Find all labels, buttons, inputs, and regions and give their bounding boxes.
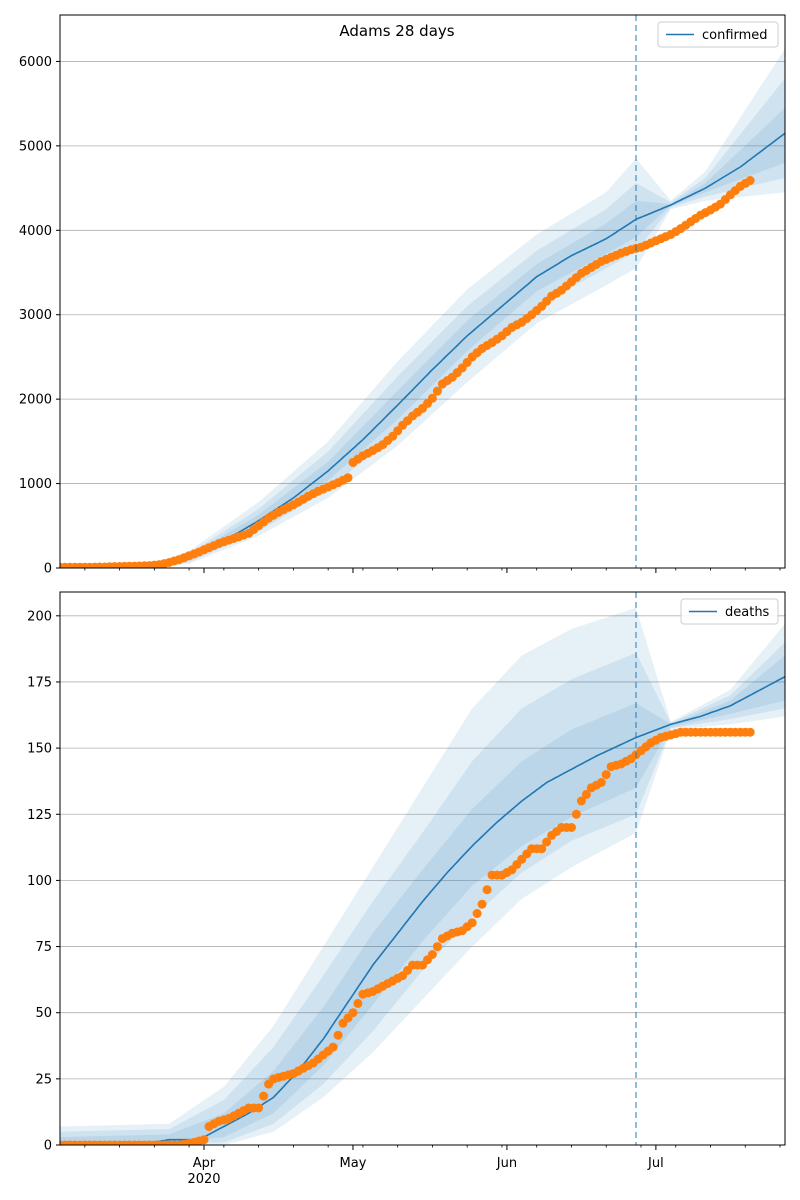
deaths-model-line — [60, 675, 785, 1145]
confirmed-observed-point — [745, 176, 755, 185]
deaths-band-middle — [60, 642, 785, 1145]
deaths-observed-point — [537, 844, 547, 854]
confirmed-y-tick-label: 1000 — [19, 477, 52, 492]
x-tick-label: May — [340, 1156, 367, 1171]
confirmed-y-tick-label: 5000 — [19, 139, 52, 154]
x-tick-label: Apr — [193, 1156, 216, 1171]
x-tick-label: Jun — [496, 1156, 517, 1171]
deaths-observed-point — [477, 899, 487, 909]
x-tick-sublabel: 2020 — [187, 1172, 220, 1187]
x-tick-label: Jul — [647, 1156, 664, 1171]
chart-title: Adams 28 days — [339, 22, 454, 40]
deaths-y-tick-label: 100 — [27, 874, 52, 889]
deaths-observed-point — [467, 918, 477, 928]
confirmed-y-tick-label: 0 — [44, 562, 52, 577]
deaths-observed-point — [427, 950, 437, 959]
confirmed-observed-point — [427, 393, 437, 403]
confirmed-observed-point — [432, 386, 442, 396]
confirmed-y-tick-label: 6000 — [19, 55, 52, 70]
deaths-y-tick-label: 125 — [27, 808, 52, 823]
deaths-observed-point — [745, 727, 755, 737]
deaths-observed-point — [571, 809, 581, 819]
confirmed-axes-frame — [59, 14, 786, 569]
confirmed-y-tick-label: 3000 — [19, 308, 52, 323]
confirmed-y-tick-label: 4000 — [19, 224, 52, 239]
deaths-legend — [680, 598, 779, 625]
deaths-observed-point — [596, 778, 606, 787]
confirmed-legend-label: confirmed — [702, 28, 768, 43]
deaths-y-tick-label: 150 — [27, 742, 52, 757]
confirmed-band-outer — [60, 48, 785, 568]
deaths-legend-label: deaths — [725, 605, 770, 620]
deaths-observed-point — [254, 1103, 264, 1113]
deaths-observed-point — [601, 770, 611, 780]
deaths-observed-point — [581, 789, 591, 799]
confirmed-panel: 0 1000 2000 3000 4000 5000 6000 confirmed — [19, 14, 786, 577]
deaths-y-tick-label: 25 — [35, 1072, 52, 1087]
deaths-y-tick-label: 200 — [27, 609, 52, 624]
deaths-observed-point — [567, 823, 576, 832]
confirmed-legend — [657, 21, 779, 48]
deaths-band-outer — [60, 607, 785, 1145]
deaths-axes-frame — [59, 591, 786, 1146]
deaths-observed-point — [199, 1135, 209, 1145]
confirmed-y-tick-label: 2000 — [19, 393, 52, 408]
deaths-observed-point — [348, 1008, 358, 1018]
deaths-observed-point — [328, 1042, 338, 1052]
deaths-observed-point — [353, 998, 363, 1008]
deaths-observed-point — [432, 942, 442, 952]
deaths-observed-point — [542, 837, 552, 847]
deaths-observed-point — [259, 1091, 269, 1101]
confirmed-observed-point — [343, 473, 353, 483]
confirmed-band-middle — [60, 78, 785, 568]
deaths-y-tick-label: 75 — [35, 940, 52, 955]
deaths-observed-point — [333, 1030, 343, 1040]
deaths-y-tick-label: 50 — [35, 1006, 52, 1021]
deaths-observed-point — [482, 885, 492, 895]
deaths-observed-point — [576, 796, 586, 806]
deaths-observed-point — [472, 909, 482, 918]
deaths-y-tick-label: 175 — [27, 675, 52, 690]
deaths-y-tick-label: 0 — [44, 1139, 52, 1154]
